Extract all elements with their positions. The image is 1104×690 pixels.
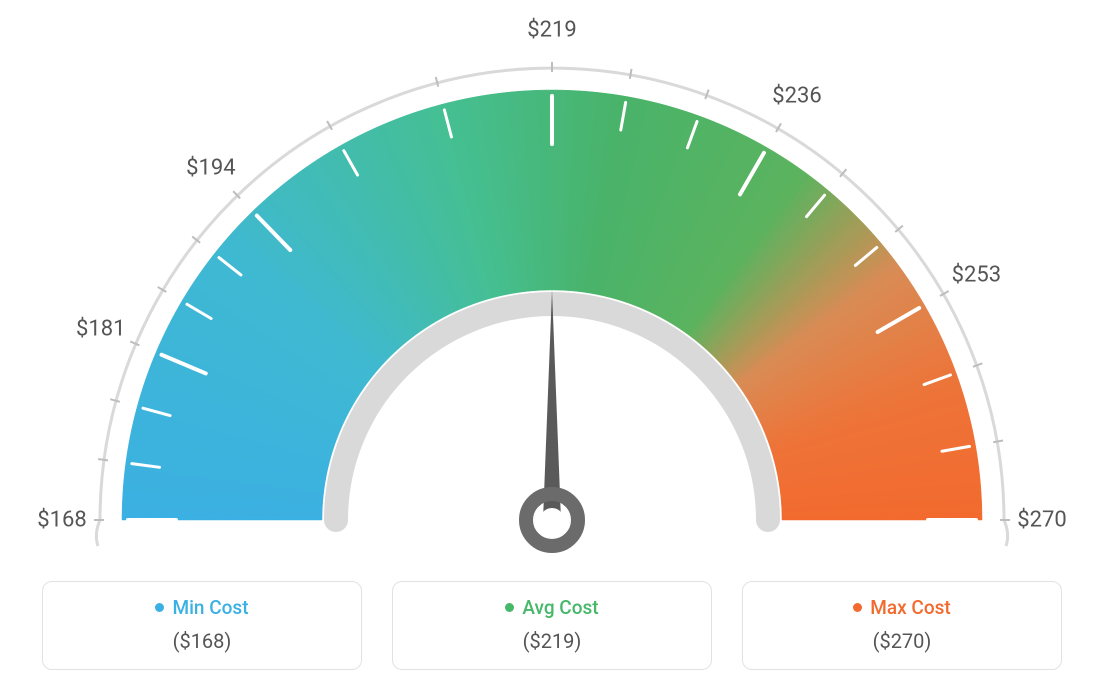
legend-title-avg: Avg Cost <box>505 596 598 619</box>
legend-value: ($219) <box>403 629 701 653</box>
legend-card-min: Min Cost ($168) <box>42 581 362 670</box>
gauge-tick-label: $168 <box>37 508 86 533</box>
legend-label: Avg Cost <box>522 596 598 619</box>
gauge-svg <box>0 0 1104 560</box>
gauge-tick-label: $270 <box>1017 508 1066 533</box>
legend-card-avg: Avg Cost ($219) <box>392 581 712 670</box>
dot-icon <box>155 603 164 612</box>
gauge-chart: $168 $181 $194 $219 $236 $253 $270 <box>0 0 1104 560</box>
gauge-tick-label: $194 <box>186 156 235 181</box>
gauge-tick-label: $236 <box>772 83 821 108</box>
legend-value: ($270) <box>753 629 1051 653</box>
legend-title-max: Max Cost <box>853 596 950 619</box>
gauge-tick-label: $219 <box>527 18 576 43</box>
gauge-tick-label: $253 <box>952 263 1001 288</box>
legend-value: ($168) <box>53 629 351 653</box>
legend-row: Min Cost ($168) Avg Cost ($219) Max Cost… <box>0 581 1104 670</box>
legend-title-min: Min Cost <box>155 596 248 619</box>
dot-icon <box>853 603 862 612</box>
legend-label: Min Cost <box>172 596 248 619</box>
legend-card-max: Max Cost ($270) <box>742 581 1062 670</box>
legend-label: Max Cost <box>870 596 950 619</box>
gauge-tick-label: $181 <box>76 317 125 342</box>
dot-icon <box>505 603 514 612</box>
